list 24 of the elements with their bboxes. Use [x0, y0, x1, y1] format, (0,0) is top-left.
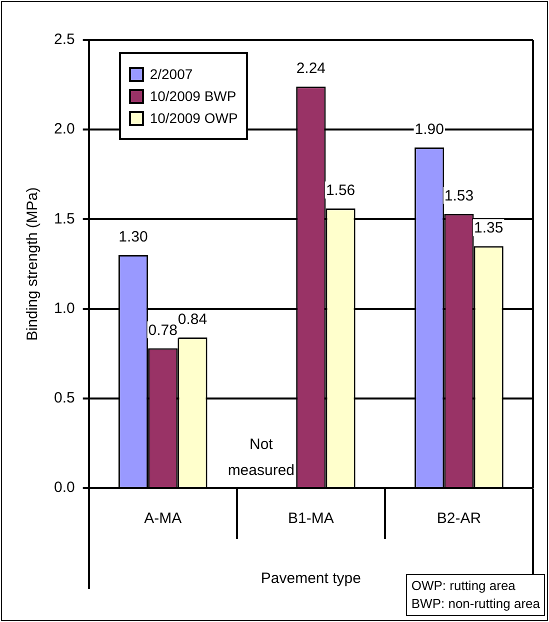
legend-label: 2/2007 — [150, 66, 193, 82]
data-label: 1.30 — [118, 228, 148, 246]
data-label: 1.35 — [474, 220, 504, 237]
y-axis-title: Binding strength (MPa) — [24, 187, 42, 341]
data-label: 1.53 — [444, 187, 474, 204]
data-label: 1.56 — [326, 182, 356, 200]
y-tick-label: 2.0 — [54, 120, 75, 138]
y-tick-label: 0.5 — [54, 390, 75, 407]
y-tick-label: 2.5 — [54, 31, 75, 48]
legend-label: 10/2009 OWP — [150, 110, 238, 126]
data-label: 0.78 — [148, 322, 178, 339]
x-tick-label: A-MA — [144, 510, 182, 528]
text: OWP: rutting area BWP: non-rutting area — [406, 574, 545, 616]
x-axis-title: Pavement type — [260, 570, 361, 588]
y-tick-label: 1.5 — [54, 210, 75, 228]
y-tick-label: 0.0 — [54, 479, 75, 496]
x-tick-label: B2-AR — [436, 510, 482, 528]
x-tick-label: B1-MA — [288, 510, 334, 528]
annotation: Not measured — [228, 435, 295, 481]
data-label: 1.90 — [414, 121, 444, 138]
data-label: 2.24 — [296, 60, 326, 78]
data-label: 0.84 — [178, 311, 208, 328]
legend-label: 10/2009 BWP — [150, 88, 236, 104]
y-tick-label: 1.0 — [54, 300, 75, 317]
